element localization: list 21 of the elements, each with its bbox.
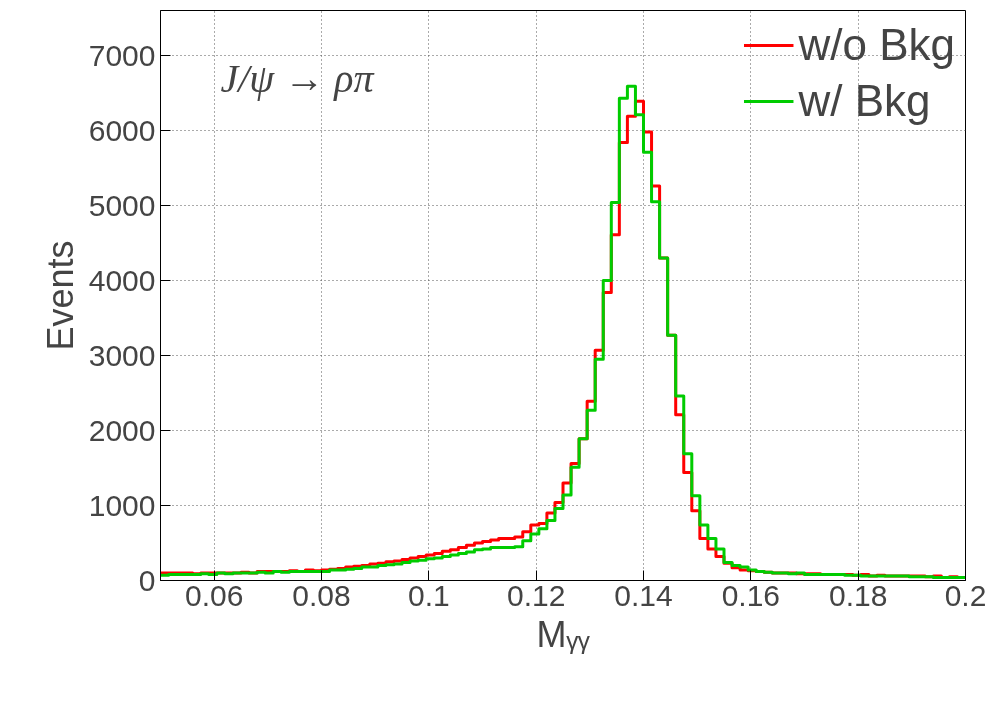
y-tick-label: 3000 [88,338,156,372]
x-axis-title: Mᵧᵧ [536,613,590,655]
y-tick-label: 1000 [88,488,156,522]
y-axis-title: Events [39,240,81,351]
y-tick-label: 2000 [88,413,156,447]
x-tick-label: 0.16 [721,578,781,612]
x-tick-label: 0.08 [292,578,351,612]
x-tick-label: 0.06 [184,578,244,612]
y-tick-label: 0 [138,563,156,597]
legend-label: w/ Bkg [798,76,931,126]
x-tick-label: 0.1 [407,578,450,612]
y-tick-label: 4000 [88,263,156,297]
annotation: J/ψ → ρπ [220,55,375,101]
y-tick-label: 7000 [88,38,156,72]
legend-label: w/o Bkg [798,20,955,70]
x-tick-label: 0.18 [828,578,888,612]
x-tick-label: 0.14 [614,578,673,612]
y-tick-label: 6000 [88,113,156,147]
x-tick-label: 0.2 [944,578,987,612]
y-tick-label: 5000 [88,188,156,222]
x-tick-label: 0.12 [506,578,566,612]
